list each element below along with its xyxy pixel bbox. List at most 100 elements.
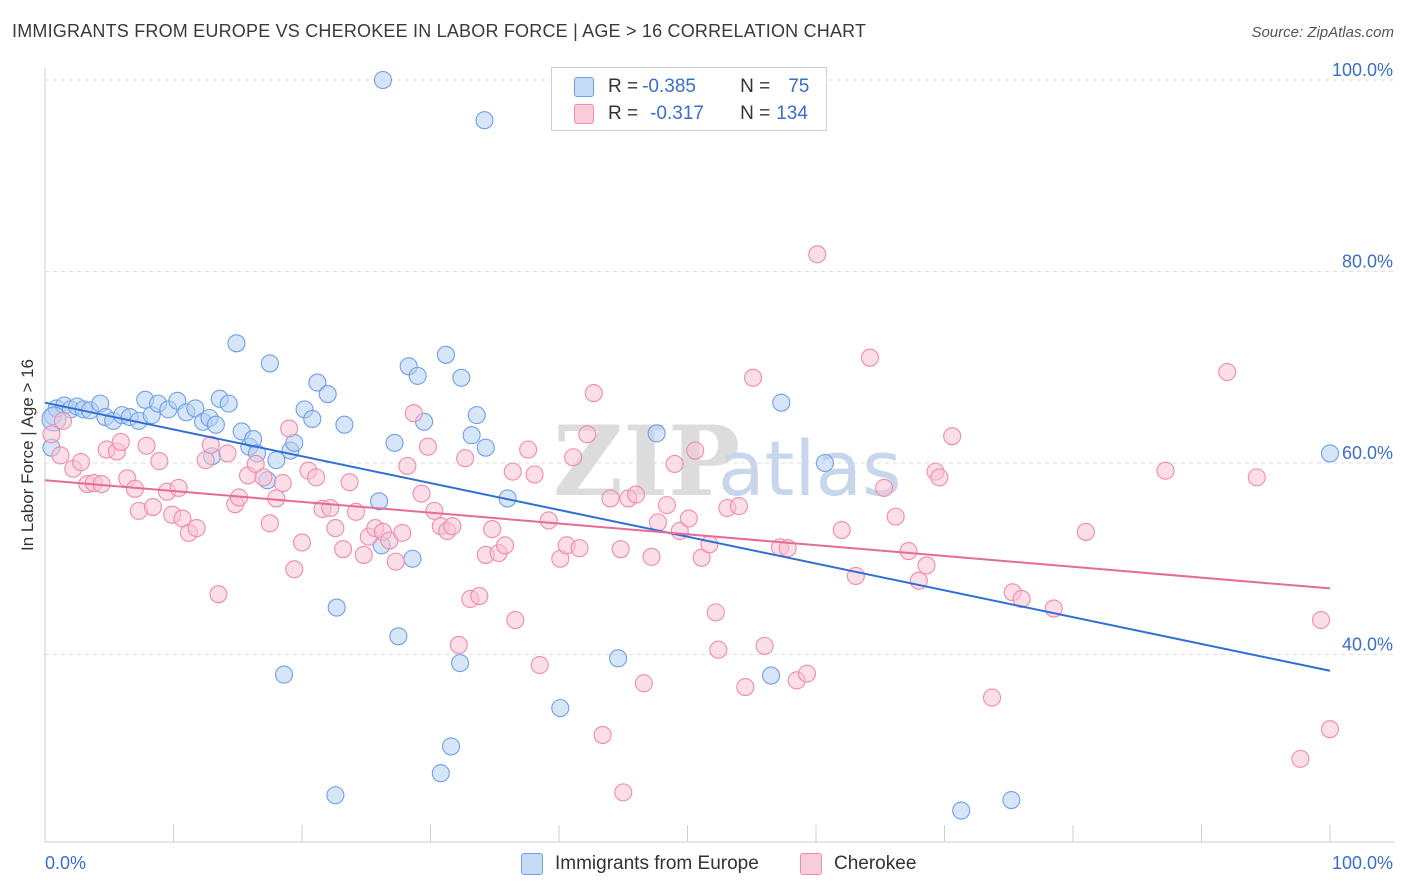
europe-point — [373, 70, 393, 90]
trend-lines — [44, 401, 1331, 672]
europe-point — [186, 399, 205, 418]
europe-point — [952, 801, 971, 820]
cherokee-point — [307, 468, 326, 487]
europe-point — [327, 598, 346, 617]
cherokee-point — [808, 245, 827, 264]
cherokee-point — [564, 448, 583, 467]
europe-point — [451, 654, 470, 673]
europe-point — [442, 737, 461, 756]
cherokee-point — [143, 497, 162, 517]
cherokee-point — [404, 404, 423, 423]
legend-n-value: 75 — [788, 76, 810, 97]
europe-point — [431, 764, 450, 783]
cherokee-point — [273, 474, 292, 493]
europe-point — [335, 415, 354, 434]
europe-point — [385, 433, 404, 452]
europe-point — [260, 354, 279, 373]
legend-n-label: N = — [740, 76, 771, 97]
europe-point — [436, 345, 455, 364]
cherokee-point — [665, 454, 684, 474]
y-tick-label: 80.0% — [1342, 252, 1393, 272]
cherokee-point — [709, 640, 728, 659]
legend-swatch-europe — [521, 853, 543, 875]
cherokee-point — [246, 454, 265, 474]
cherokee-point — [393, 523, 412, 542]
cherokee-point — [1291, 749, 1310, 768]
europe-point — [308, 373, 327, 392]
chart-title: IMMIGRANTS FROM EUROPE VS CHEROKEE IN LA… — [12, 21, 867, 41]
cherokee-point — [917, 556, 936, 575]
cherokee-point — [1247, 468, 1266, 487]
europe-point — [647, 424, 666, 443]
legend-row-cherokee: R = -0.317 N = 134 — [574, 102, 808, 126]
cherokee-point — [386, 552, 405, 571]
cherokee-point — [51, 446, 70, 465]
cherokee-point — [525, 465, 544, 484]
cherokee-point — [797, 664, 817, 683]
europe-point — [476, 438, 495, 457]
cherokee-point — [755, 636, 774, 655]
europe-point — [462, 426, 481, 445]
cherokee-point — [1218, 362, 1237, 382]
cherokee-point — [260, 514, 279, 533]
cherokee-point — [495, 536, 515, 555]
cherokee-point — [614, 783, 633, 802]
y-tick-label: 100.0% — [1332, 60, 1393, 80]
source-label: Source: ZipAtlas.com — [1251, 24, 1394, 41]
cherokee-point — [627, 485, 646, 504]
cherokee-point — [584, 384, 603, 403]
x-tick-labels: 0.0% 100.0% — [45, 853, 1393, 873]
cherokee-point — [196, 451, 215, 470]
cherokee-point — [111, 432, 130, 451]
cherokee-point — [418, 437, 437, 456]
legend-label-europe: Immigrants from Europe — [555, 853, 759, 874]
legend-swatch-cherokee — [574, 104, 594, 124]
cherokee-point — [530, 655, 549, 675]
europe-point — [761, 666, 781, 685]
cherokee-point — [169, 478, 188, 497]
europe-point — [815, 453, 835, 473]
cherokee-point — [519, 440, 538, 459]
legend-row-europe: R = -0.385 N = 75 — [574, 75, 809, 99]
cherokee-point — [634, 674, 653, 693]
cherokee-point — [1076, 522, 1095, 541]
gridlines — [45, 79, 1395, 655]
europe-point — [772, 393, 791, 412]
europe-point — [475, 111, 494, 130]
cherokee-point — [1320, 720, 1340, 739]
europe-point — [219, 394, 238, 413]
cherokee-point — [601, 489, 620, 508]
cherokee-point — [53, 411, 73, 430]
watermark-atlas: atlas — [718, 424, 902, 513]
europe-point — [303, 409, 322, 429]
legend-item-europe: Immigrants from Europe — [521, 851, 759, 877]
europe-point — [609, 649, 628, 668]
legend-n-value: 134 — [776, 103, 808, 124]
cherokee-point — [686, 441, 705, 460]
legend-n-label: N = — [740, 103, 771, 124]
cherokee-point — [254, 468, 273, 487]
legend-r-value: -0.385 — [642, 76, 696, 97]
legend-r-value: -0.317 — [650, 103, 704, 124]
x-tick-label: 0.0% — [45, 853, 86, 873]
cherokee-point — [743, 368, 763, 387]
x-tick-label: 100.0% — [1332, 853, 1393, 873]
cherokee-point — [943, 427, 962, 446]
europe-point — [274, 665, 294, 684]
cherokee-point — [187, 519, 206, 538]
cherokee-point — [285, 560, 304, 579]
cherokee-point — [321, 498, 340, 518]
cherokee-point — [875, 478, 894, 497]
cherokee-point — [506, 610, 525, 630]
cherokee-point — [593, 725, 612, 744]
cherokee-point — [611, 540, 630, 559]
europe-point — [326, 786, 345, 805]
y-tick-label: 60.0% — [1342, 443, 1393, 463]
europe-point — [227, 334, 246, 353]
europe-point — [206, 415, 225, 434]
cherokee-point — [1156, 461, 1175, 480]
legend-label-cherokee: Cherokee — [834, 853, 917, 874]
cherokee-point — [398, 456, 417, 475]
europe-point — [403, 549, 422, 568]
